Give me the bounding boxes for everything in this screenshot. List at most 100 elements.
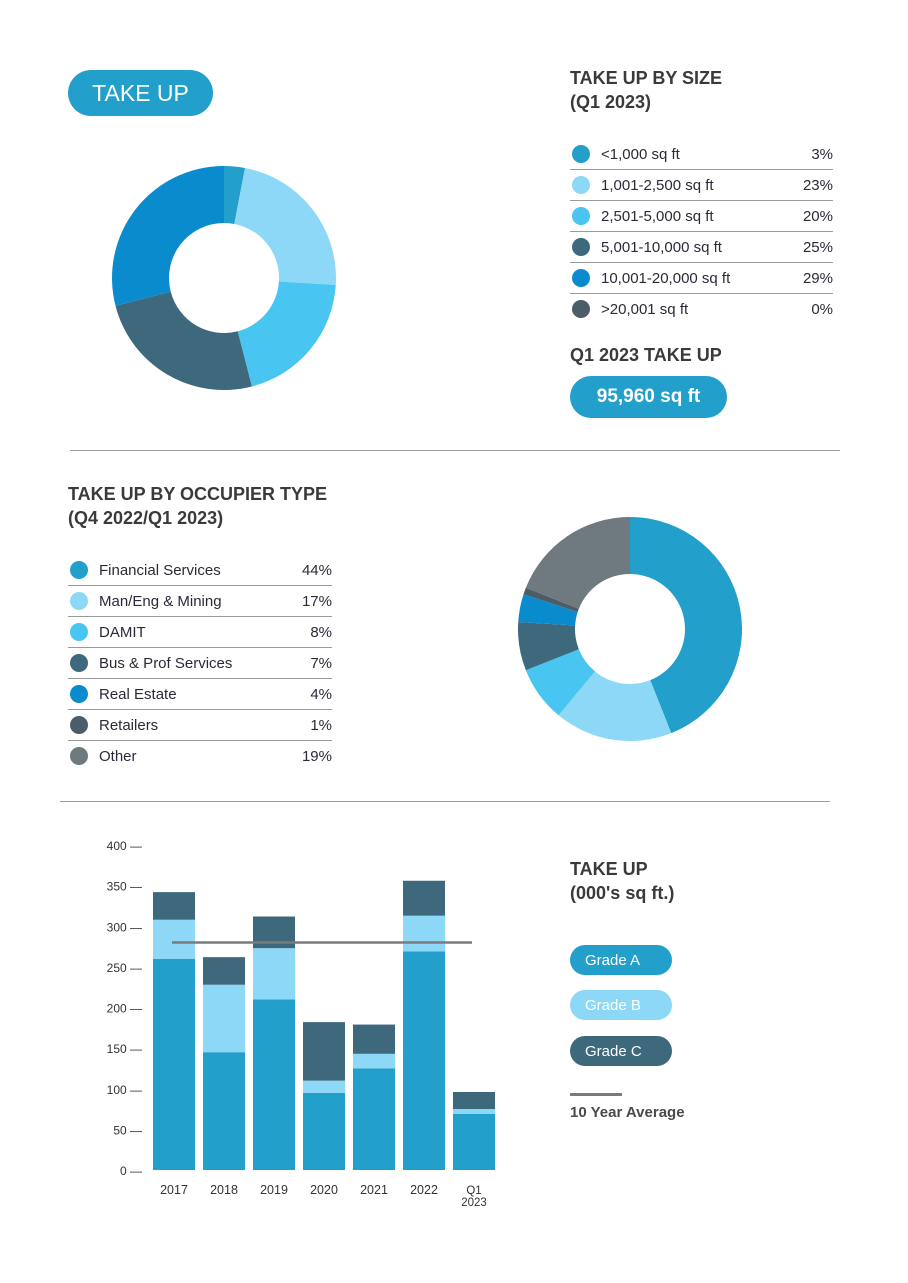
size-slice-5-001-10-000-sq-ft [115,291,252,390]
size-legend-swatch [572,238,590,256]
occupier-slice-retailers [523,587,579,613]
size-legend-label: 10,001-20,000 sq ft [601,269,731,287]
bar-grade-a-2018 [203,1052,245,1170]
occupier-slice-real-estate [518,594,578,626]
occupier-legend-row: Retailers 1% [68,710,332,741]
take-up-badge-label: TAKE UP [92,79,189,106]
occupier-legend-label: Retailers [99,716,159,734]
legend-grade-b-label: Grade B [585,996,641,1014]
size-legend-label: 1,001-2,500 sq ft [601,176,714,194]
q1-takeup-value: 95,960 sq ft [596,386,701,407]
occupier-legend-value: 44% [301,561,332,579]
size-legend-label: >20,001 sq ft [601,300,689,318]
size-legend-swatch [572,145,590,163]
size-slice-1-001-2-500-sq-ft [234,167,336,286]
size-donut-chart [112,166,336,390]
occupier-legend-label: Other [99,747,137,765]
size-legend-label: 2,501-5,000 sq ft [601,207,714,225]
bar-grade-c-2020 [303,1022,345,1081]
occupier-legend-row: Bus & Prof Services 7% [68,648,332,679]
bar-grade-a-2017 [153,958,195,1170]
q1-takeup-value-badge: 95,960 sq ft [570,376,727,418]
y-tick-label: 250 — [107,961,142,975]
y-tick-label: 200 — [107,1002,142,1016]
bar-chart-title: TAKE UP (000's sq ft.) [570,859,675,903]
size-legend-value: 29% [802,269,833,287]
occupier-legend-value: 8% [310,623,332,641]
legend-grade-a-label: Grade A [585,951,641,969]
occupier-legend-value: 19% [301,747,332,765]
size-legend-swatch [572,176,590,194]
occupier-legend-label: Real Estate [99,685,177,703]
bar-grade-c-2018 [203,957,245,985]
bar-grade-c-2022 [403,880,445,916]
occupier-slice-damit [525,649,595,716]
legend-grade-b: Grade B [570,990,672,1020]
bar-grade-b-q1-2023 [453,1109,495,1114]
occupier-legend-label: Man/Eng & Mining [99,592,222,610]
occupier-legend-swatch [70,592,88,610]
occupier-slice-bus-prof-services [518,621,579,671]
bar-grade-c-2017 [153,892,195,920]
x-tick-label: 2020 [310,1183,338,1197]
occupier-legend-row: DAMIT 8% [68,617,332,648]
size-legend-row: 5,001-10,000 sq ft 25% [570,232,833,263]
occupier-legend-value: 4% [310,685,332,703]
size-legend-value: 20% [802,207,833,225]
occupier-legend-swatch [70,685,88,703]
size-legend-value: 3% [811,145,833,163]
bar-grade-a-2022 [403,951,445,1170]
size-legend-row: 10,001-20,000 sq ft 29% [570,263,833,294]
bar-grade-a-q1-2023 [453,1113,495,1170]
size-legend-value: 25% [802,238,833,256]
size-legend-label: <1,000 sq ft [601,145,680,163]
bar-grade-b-2022 [403,915,445,952]
y-tick-label: 0 — [120,1164,142,1178]
occupier-legend-label: DAMIT [99,623,146,641]
y-tick-label: 300 — [107,920,142,934]
x-tick-label: 2022 [410,1183,438,1197]
x-tick-label: 2019 [260,1183,288,1197]
size-legend-value: 0% [811,300,833,318]
occupier-legend-swatch [70,623,88,641]
q1-takeup-title: Q1 2023 TAKE UP [570,345,722,365]
size-legend-swatch [572,207,590,225]
x-tick-label: 2021 [360,1183,388,1197]
y-tick-label: 150 — [107,1042,142,1056]
bar-grade-a-2021 [353,1068,395,1170]
size-legend-label: 5,001-10,000 sq ft [601,238,722,256]
legend-grade-a: Grade A [570,945,672,975]
y-tick-label: 100 — [107,1083,142,1097]
divider-top [70,450,840,451]
occupier-legend-row: Other 19% [68,741,332,771]
occupier-legend-swatch [70,654,88,672]
takeup-bar-chart: 0 — 50 — 100 — 150 — 200 — 250 — 300 — 350 — 400… [107,839,495,1209]
legend-grade-c: Grade C [570,1036,672,1066]
y-tick-label: 350 — [107,880,142,894]
legend-average-label: 10 Year Average [570,1104,685,1121]
divider-bottom [60,801,830,802]
bar-grade-b-2021 [353,1053,395,1069]
occupier-legend-value: 7% [310,654,332,672]
bar-grade-b-2019 [253,948,295,1000]
bar-grade-a-2020 [303,1092,345,1170]
x-tick-label: 2017 [160,1183,188,1197]
occupier-legend-value: 1% [310,716,332,734]
size-legend-swatch [572,269,590,287]
occupier-title: TAKE UP BY OCCUPIER TYPE (Q4 2022/Q1 202… [68,484,328,528]
occupier-legend-label: Financial Services [99,561,221,579]
bar-grade-b-2020 [303,1080,345,1093]
y-tick-label: 50 — [113,1123,142,1137]
occupier-legend-swatch [70,561,88,579]
x-tick-label: 2018 [210,1183,238,1197]
bar-grade-b-2017 [153,919,195,959]
x-tick-label: Q1 [466,1185,481,1197]
occupier-slice-man-eng-mining [558,671,672,741]
legend-average-swatch [570,1093,622,1096]
size-slice-10-001-20-000-sq-ft [112,166,224,306]
size-legend-row: >20,001 sq ft 0% [570,294,833,324]
legend-grade-c-label: Grade C [585,1042,642,1060]
x-tick-label: 2023 [461,1197,487,1209]
occupier-legend-row: Real Estate 4% [68,679,332,710]
occupier-slice-financial-services [630,517,742,734]
